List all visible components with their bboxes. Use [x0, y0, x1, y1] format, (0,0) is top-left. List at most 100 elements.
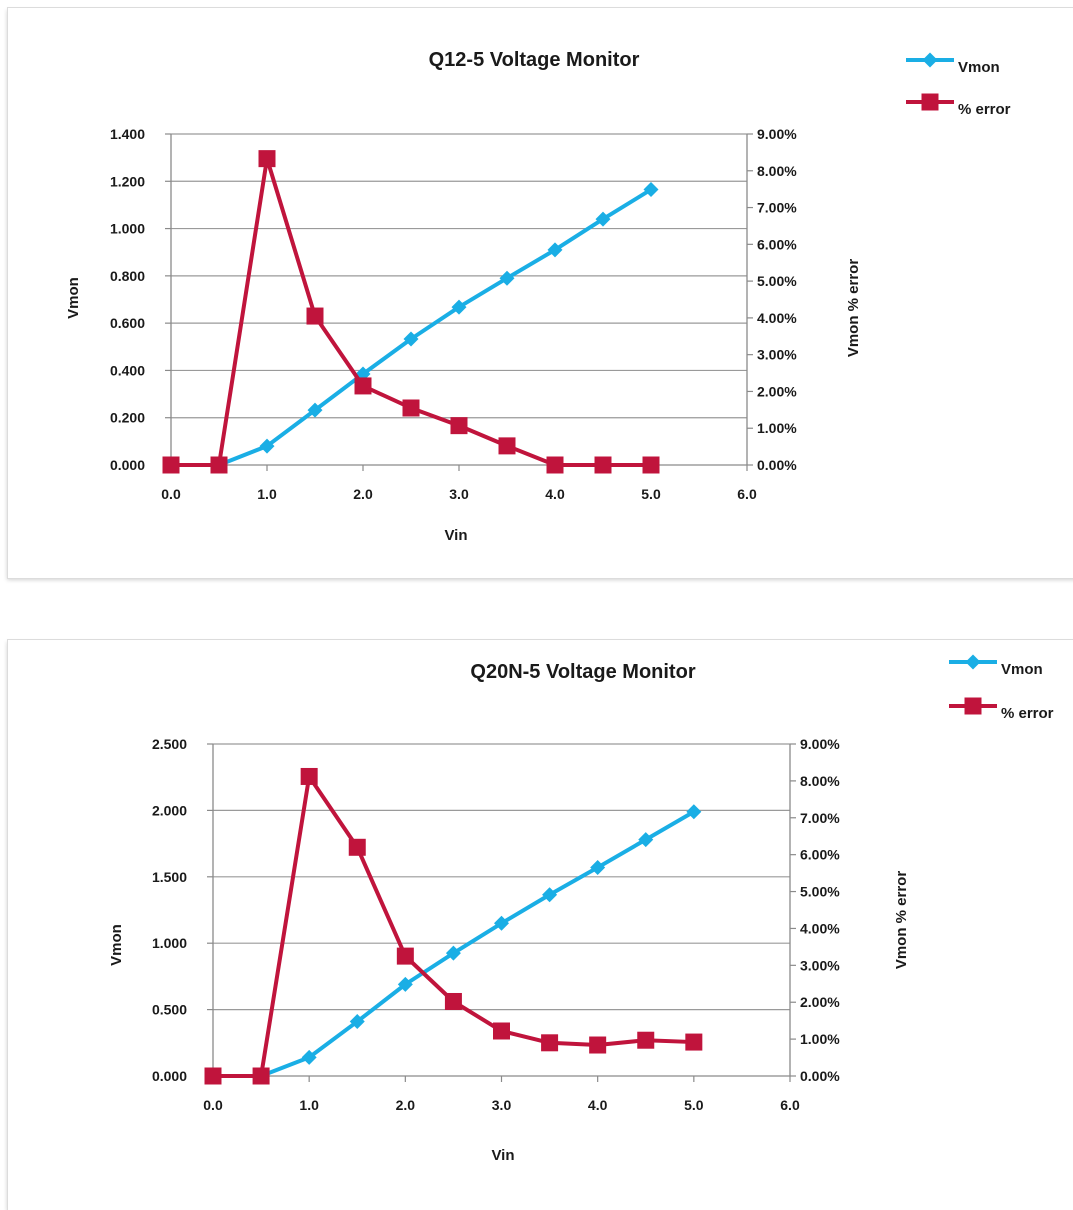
data-point-vmon — [542, 887, 558, 903]
data-point-vmon — [445, 945, 461, 961]
x-tick-label: 4.0 — [545, 486, 565, 502]
legend-swatch-marker-error — [921, 93, 939, 111]
data-point-vmon — [638, 832, 654, 848]
legend-swatch-marker-error — [964, 697, 982, 715]
y2-tick-label: 6.00% — [800, 847, 840, 863]
legend-label-error: % error — [958, 101, 1011, 118]
y2-tick-label: 5.00% — [800, 884, 840, 900]
y2-tick-label: 9.00% — [800, 736, 840, 752]
data-point-vmon — [349, 1014, 365, 1030]
data-point-error — [306, 307, 324, 325]
legend-label-vmon: Vmon — [958, 59, 1000, 76]
x-tick-label: 6.0 — [737, 486, 757, 502]
data-point-error — [396, 947, 414, 965]
tick-labels: 0.000 0.200 0.400 0.600 0.800 1.000 1.200 1.400… — [110, 126, 797, 502]
y2-axis-label: Vmon % error — [845, 259, 862, 358]
data-point-vmon — [451, 299, 467, 315]
gridlines — [213, 743, 790, 1011]
y-tick-label: 2.500 — [152, 736, 187, 752]
y2-tick-label: 6.00% — [757, 236, 797, 252]
y2-tick-label: 4.00% — [757, 310, 797, 326]
data-point-vmon — [301, 1049, 317, 1065]
data-point-error — [450, 417, 468, 435]
data-point-error — [594, 456, 612, 474]
axes — [207, 743, 796, 1082]
y-tick-label: 0.400 — [110, 362, 145, 378]
x-tick-label: 5.0 — [684, 1097, 704, 1113]
legend-swatch-marker-vmon — [922, 52, 938, 68]
y2-tick-label: 3.00% — [757, 347, 797, 363]
y2-tick-label: 5.00% — [757, 273, 797, 289]
y-tick-label: 0.500 — [152, 1002, 187, 1018]
data-point-vmon — [547, 242, 563, 258]
y-tick-label: 0.000 — [110, 457, 145, 473]
data-point-error — [642, 456, 660, 474]
data-point-error — [258, 150, 276, 168]
y-tick-label: 1.500 — [152, 869, 187, 885]
y2-tick-label: 8.00% — [800, 773, 840, 789]
series-line-error — [169, 156, 653, 467]
data-point-vmon — [686, 804, 702, 820]
data-point-error — [348, 838, 366, 856]
data-point-vmon — [403, 331, 419, 347]
y-tick-label: 0.200 — [110, 410, 145, 426]
x-tick-label: 4.0 — [588, 1097, 608, 1113]
data-point-vmon — [494, 915, 509, 931]
y2-tick-label: 8.00% — [757, 163, 797, 179]
data-point-error — [162, 456, 180, 474]
x-tick-label: 0.0 — [203, 1097, 223, 1113]
y-tick-label: 1.000 — [110, 221, 145, 237]
data-point-error — [637, 1031, 655, 1049]
y-tick-label: 1.400 — [110, 126, 145, 142]
y2-tick-label: 9.00% — [757, 126, 797, 142]
data-point-error — [541, 1034, 559, 1052]
y2-axis-label: Vmon % error — [893, 871, 910, 970]
x-tick-label: 3.0 — [492, 1097, 512, 1113]
x-tick-label: 1.0 — [257, 486, 277, 502]
legend-label-error: % error — [1001, 705, 1054, 722]
data-point-error — [354, 377, 372, 395]
data-point-error — [300, 767, 318, 785]
series-error — [204, 767, 703, 1085]
y2-tick-label: 1.00% — [800, 1031, 840, 1047]
data-point-error — [498, 437, 516, 455]
y2-tick-label: 4.00% — [800, 920, 840, 936]
legend-swatch-marker-vmon — [965, 654, 981, 670]
x-tick-label: 1.0 — [299, 1097, 319, 1113]
x-tick-label: 2.0 — [396, 1097, 416, 1113]
legend: Vmon % error — [958, 59, 1011, 118]
data-point-error — [493, 1022, 510, 1040]
y-axis-label: Vmon — [65, 277, 82, 319]
data-point-vmon — [307, 402, 323, 418]
x-tick-label: 2.0 — [353, 486, 373, 502]
y-tick-label: 1.000 — [152, 935, 187, 951]
data-point-error — [589, 1036, 607, 1054]
gridlines — [171, 133, 747, 419]
y-tick-label: 0.000 — [152, 1068, 187, 1084]
series-vmon — [163, 182, 659, 473]
legend: Vmon % error — [1001, 661, 1054, 722]
y2-tick-label: 0.00% — [800, 1068, 840, 1084]
series-line-error — [211, 774, 696, 1078]
data-point-vmon — [595, 211, 611, 227]
y-tick-label: 2.000 — [152, 802, 187, 818]
y2-tick-label: 7.00% — [757, 200, 797, 216]
x-tick-label: 6.0 — [780, 1097, 800, 1113]
data-point-vmon — [259, 438, 275, 454]
chart-2-svg: Q20N-5 Voltage Monitor Vin Vmon Vmon % e… — [108, 654, 1054, 1164]
data-point-error — [210, 456, 228, 474]
series-line-vmon — [169, 187, 653, 467]
x-tick-label: 5.0 — [641, 486, 661, 502]
x-axis-label: Vin — [444, 527, 467, 544]
data-point-error — [546, 456, 564, 474]
chart-title: Q12-5 Voltage Monitor — [429, 49, 640, 71]
x-axis-label: Vin — [491, 1147, 514, 1164]
y-tick-label: 1.200 — [110, 173, 145, 189]
x-tick-label: 3.0 — [449, 486, 469, 502]
data-point-error — [252, 1067, 270, 1085]
legend-label-vmon: Vmon — [1001, 661, 1043, 678]
y-tick-label: 0.800 — [110, 268, 145, 284]
tick-labels: 0.000 0.500 1.000 1.500 2.000 2.500 0.00% 1.00%… — [152, 736, 840, 1113]
series-error — [162, 150, 660, 474]
data-point-error — [402, 399, 420, 417]
